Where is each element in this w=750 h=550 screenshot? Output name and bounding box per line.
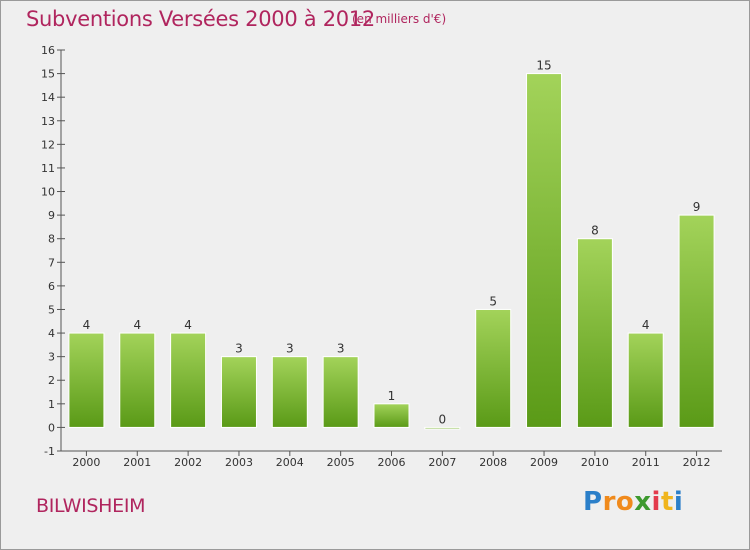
y-tick-label: 14 — [41, 91, 55, 104]
logo-letter: x — [634, 487, 652, 517]
y-tick-label: 10 — [41, 186, 55, 199]
logo-letter: t — [660, 487, 674, 517]
bar-2011 — [627, 332, 664, 428]
bar-2007 — [424, 426, 461, 430]
x-tick-label-2012: 2012 — [683, 456, 711, 469]
bar-2003 — [220, 356, 257, 428]
y-tick-label: 6 — [48, 280, 55, 293]
logo-letter: o — [615, 487, 635, 517]
chart-title: Subventions Versées 2000 à 2012 — [26, 7, 375, 31]
x-tick-label-2009: 2009 — [530, 456, 558, 469]
y-tick-label: 3 — [48, 351, 55, 364]
value-label-2009: 15 — [536, 59, 551, 73]
x-tick-label-2011: 2011 — [632, 456, 660, 469]
y-tick-label: 12 — [41, 138, 55, 151]
y-tick-label: 1 — [48, 398, 55, 411]
y-tick-label: 2 — [48, 374, 55, 387]
value-label-2007: 0 — [439, 412, 447, 426]
unit-note: (en milliers d'€) — [352, 12, 447, 26]
value-label-2012: 9 — [693, 200, 701, 214]
bar-2000 — [68, 332, 105, 428]
y-tick-label: 15 — [41, 68, 55, 81]
x-tick-label-2003: 2003 — [225, 456, 253, 469]
bar-2005 — [322, 356, 359, 428]
y-tick-label: 7 — [48, 256, 55, 269]
bar-2006 — [373, 403, 410, 428]
x-tick-label-2007: 2007 — [428, 456, 456, 469]
y-tick-label: 8 — [48, 233, 55, 246]
x-tick-label-2001: 2001 — [123, 456, 151, 469]
x-tick-label-2000: 2000 — [72, 456, 100, 469]
x-tick-label-2004: 2004 — [276, 456, 304, 469]
value-label-2010: 8 — [591, 224, 599, 238]
bar-2004 — [271, 356, 308, 428]
logo-letter: r — [602, 487, 616, 517]
proxiti-logo: Proxiti — [583, 487, 683, 517]
bar-2001 — [119, 332, 156, 428]
y-tick-label: 13 — [41, 115, 55, 128]
value-label-2000: 4 — [83, 318, 91, 332]
x-tick-label-2008: 2008 — [479, 456, 507, 469]
logo-letter: i — [673, 487, 684, 517]
chart-labels: 4 2000 4 2001 4 2002 3 2003 3 2004 3 2005 1 2006 0 2007… — [72, 59, 710, 469]
x-tick-label-2005: 2005 — [327, 456, 355, 469]
y-tick-label: 9 — [48, 209, 55, 222]
value-label-2002: 4 — [184, 318, 192, 332]
bar-2009 — [526, 73, 563, 428]
value-label-2004: 3 — [286, 342, 294, 356]
value-label-2003: 3 — [235, 342, 243, 356]
value-label-2011: 4 — [642, 318, 650, 332]
chart-bars — [68, 73, 715, 430]
y-tick-label: 4 — [48, 327, 55, 340]
value-label-2005: 3 — [337, 342, 345, 356]
value-label-2001: 4 — [133, 318, 141, 332]
y-tick-label: 5 — [48, 303, 55, 316]
bar-2012 — [678, 214, 715, 428]
value-label-2008: 5 — [489, 294, 497, 308]
x-tick-label-2010: 2010 — [581, 456, 609, 469]
bar-2008 — [475, 308, 512, 428]
x-tick-label-2006: 2006 — [378, 456, 406, 469]
commune-name: BILWISHEIM — [36, 495, 146, 517]
y-tick-label: 11 — [41, 162, 55, 175]
x-tick-label-2002: 2002 — [174, 456, 202, 469]
y-tick-label: -1 — [44, 445, 55, 458]
bar-2002 — [170, 332, 207, 428]
value-label-2006: 1 — [388, 389, 396, 403]
y-tick-label: 16 — [41, 44, 55, 57]
logo-letter: P — [583, 487, 603, 517]
logo-letter: i — [651, 487, 661, 517]
y-tick-label: 0 — [48, 421, 55, 434]
bar-2010 — [576, 238, 613, 428]
